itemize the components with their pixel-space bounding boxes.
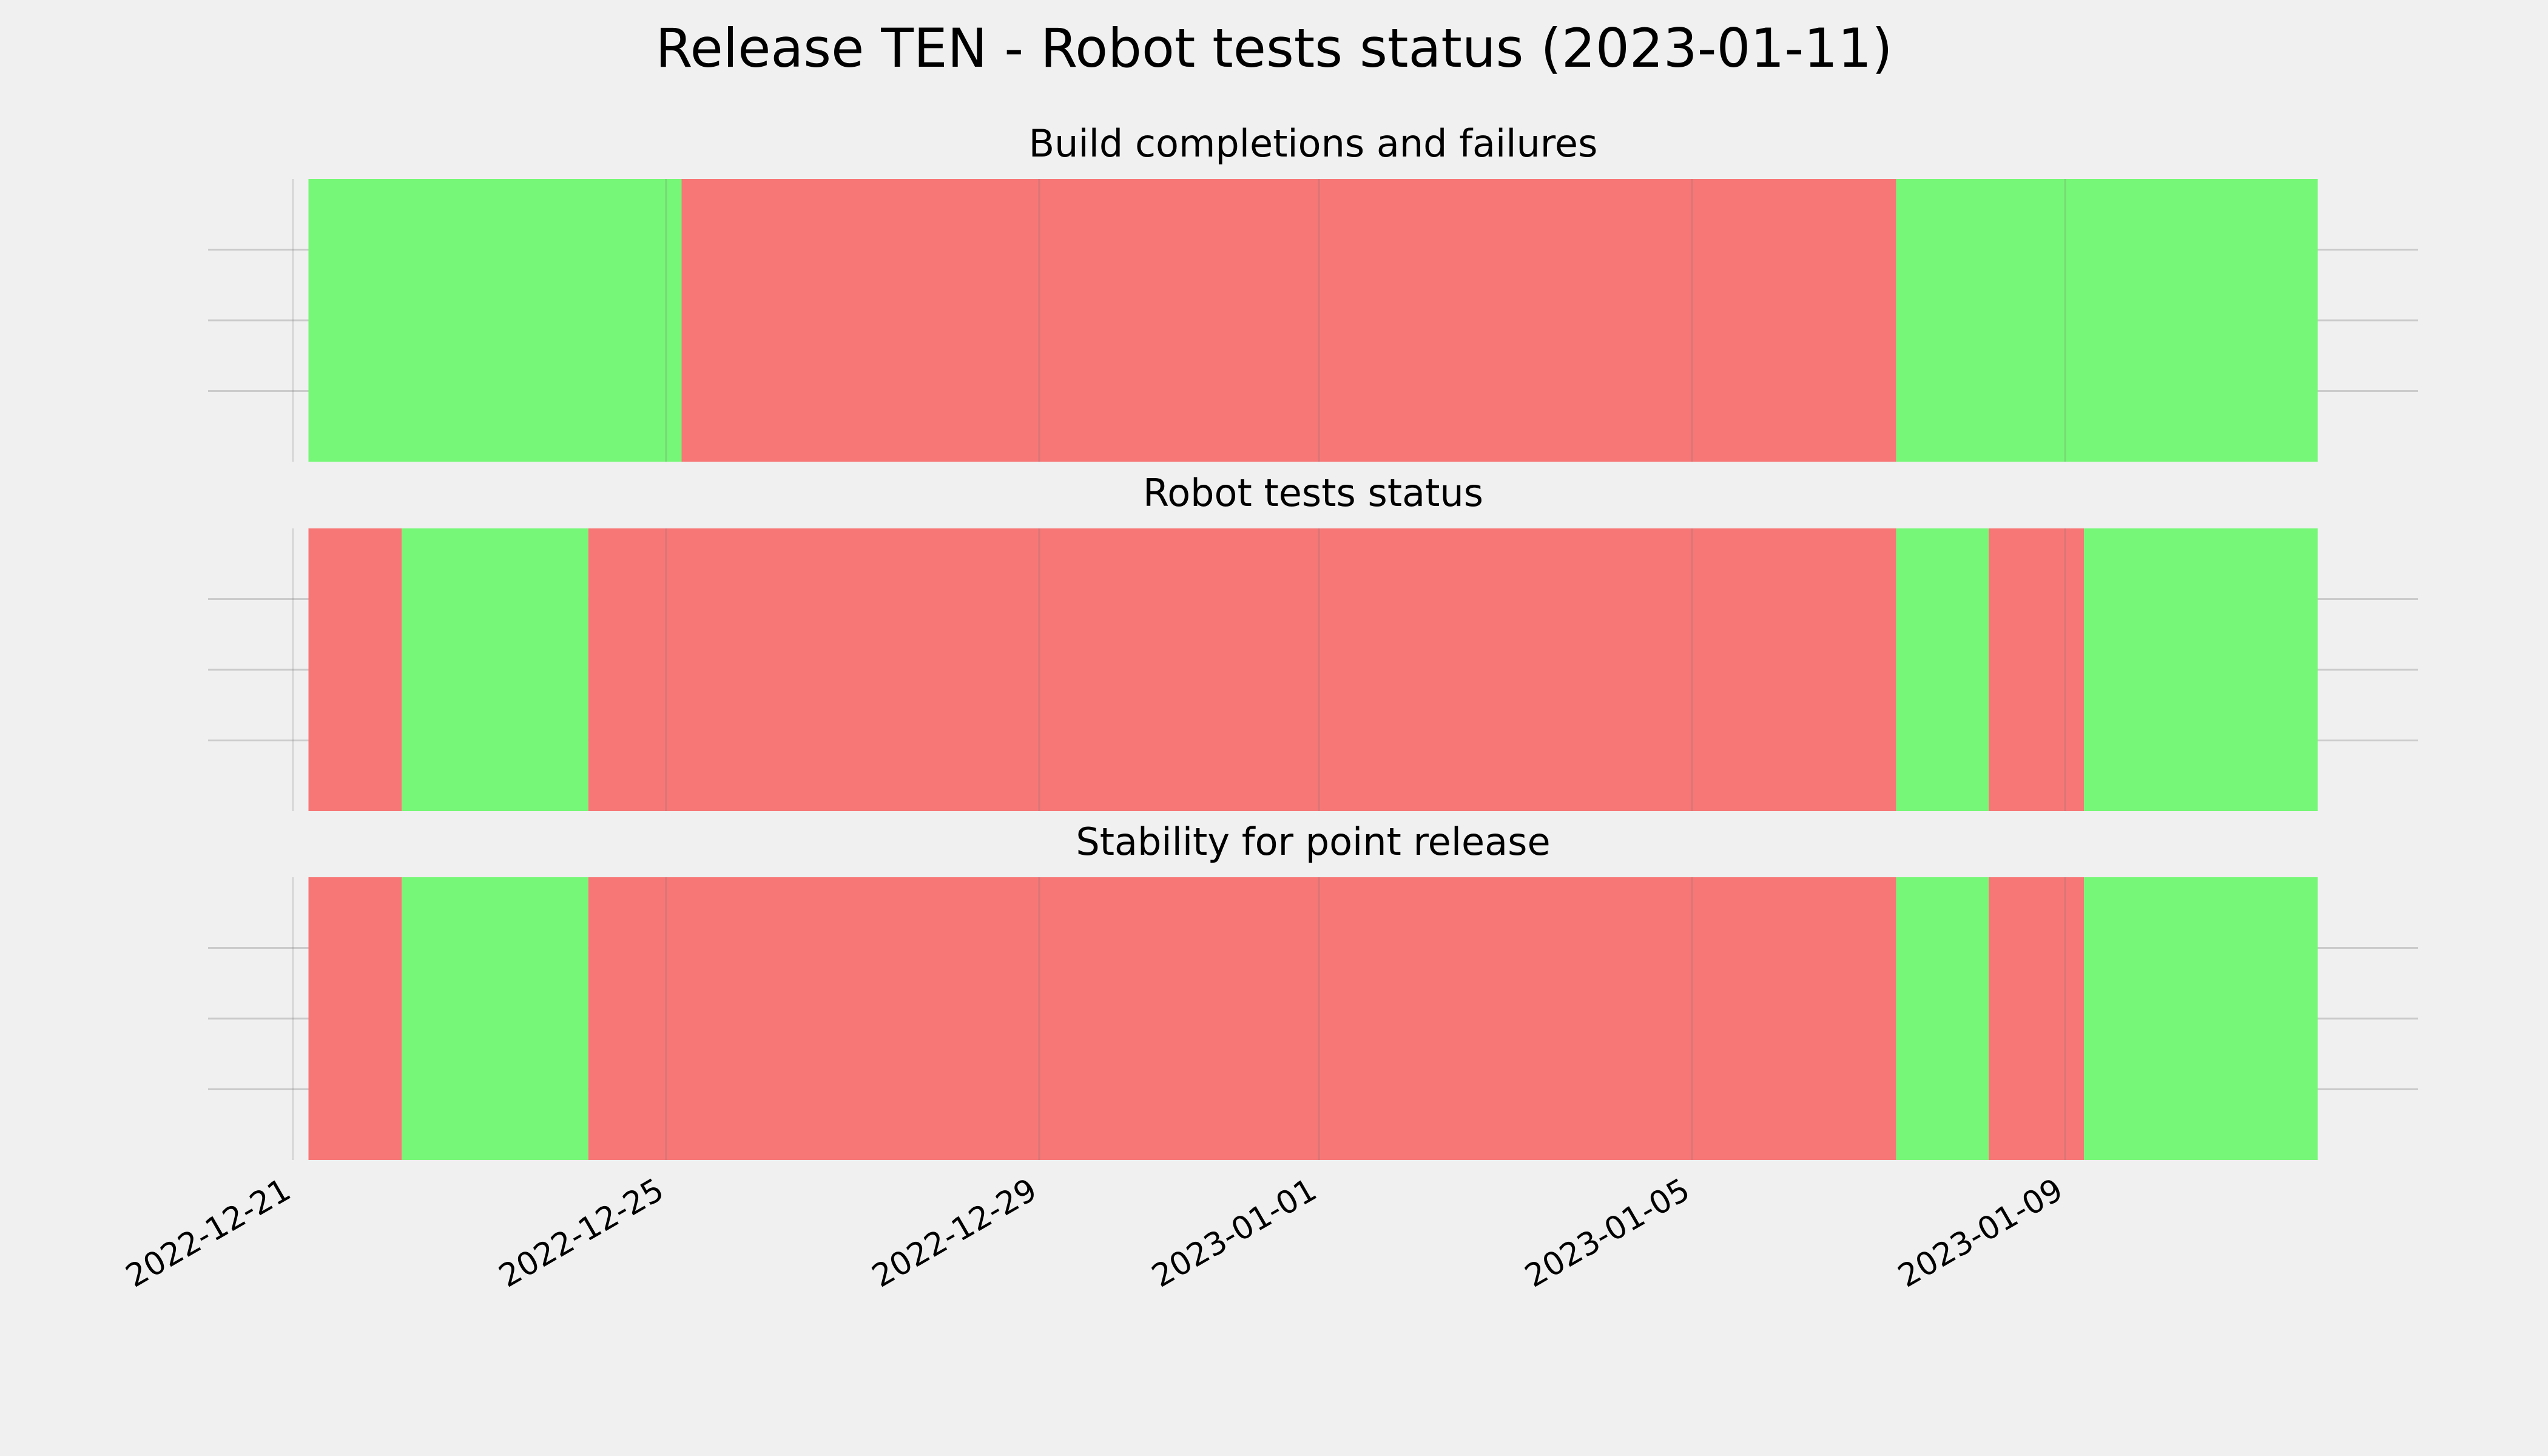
- status-span: [308, 528, 402, 811]
- status-span: [1896, 179, 2318, 462]
- status-span: [308, 179, 682, 462]
- status-span: [1989, 528, 2085, 811]
- panel-title: Robot tests status: [1143, 471, 1483, 515]
- panel-title: Build completions and failures: [1029, 121, 1598, 166]
- panel-title: Stability for point release: [1076, 820, 1550, 864]
- status-span: [402, 528, 588, 811]
- status-span: [402, 877, 588, 1160]
- status-span: [2084, 528, 2318, 811]
- status-span: [308, 877, 402, 1160]
- status-span: [588, 877, 1896, 1160]
- status-span: [1989, 877, 2085, 1160]
- chart-title: Release TEN - Robot tests status (2023-0…: [655, 17, 1892, 79]
- status-span: [588, 528, 1896, 811]
- status-span: [1896, 877, 1989, 1160]
- status-span: [2084, 877, 2318, 1160]
- status-span: [1896, 528, 1989, 811]
- status-span: [681, 179, 1896, 462]
